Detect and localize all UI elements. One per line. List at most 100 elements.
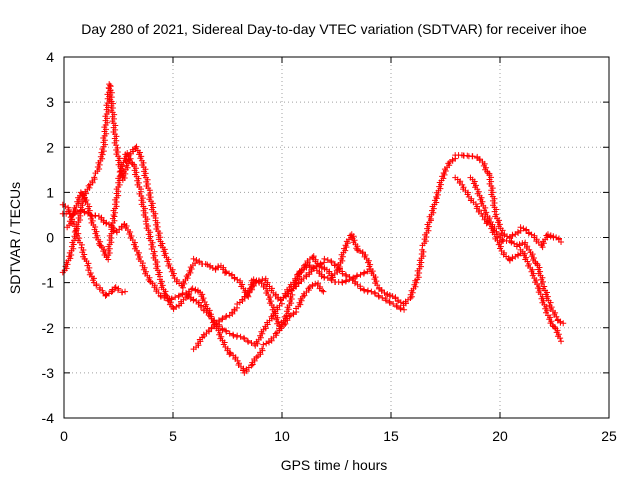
data-point: [313, 262, 320, 269]
data-point: [514, 251, 521, 258]
data-point: [483, 220, 490, 227]
data-point: [281, 322, 288, 329]
x-tick-label: 10: [274, 428, 290, 444]
data-point: [226, 351, 233, 358]
data-point: [482, 204, 489, 211]
data-point: [397, 299, 404, 306]
data-point: [328, 259, 335, 266]
data-point: [339, 279, 346, 286]
data-point: [234, 300, 241, 307]
data-point: [390, 301, 397, 308]
data-point: [305, 285, 312, 292]
data-point: [528, 231, 535, 238]
data-point: [449, 156, 456, 163]
series-E: [190, 255, 408, 353]
x-tick-label: 15: [383, 428, 399, 444]
data-point: [260, 341, 267, 348]
data-point: [190, 255, 197, 262]
data-point: [172, 294, 179, 301]
data-point: [309, 281, 316, 288]
data-point: [320, 288, 327, 295]
data-point: [223, 328, 230, 335]
data-point: [289, 291, 296, 298]
data-point: [179, 290, 186, 297]
data-point: [365, 287, 371, 294]
data-point: [62, 203, 69, 210]
data-point: [192, 260, 199, 267]
data-point: [361, 269, 368, 276]
data-point: [77, 207, 84, 214]
data-point: [91, 174, 98, 181]
data-point: [253, 354, 260, 361]
data-point: [245, 338, 252, 345]
data-point: [514, 228, 521, 235]
y-tick-label: -4: [42, 410, 55, 426]
data-point: [516, 241, 523, 248]
data-point: [290, 310, 297, 317]
data-point: [248, 362, 255, 369]
data-point: [469, 153, 476, 160]
data-point: [383, 297, 390, 304]
data-point: [357, 285, 364, 292]
data-point: [234, 276, 241, 283]
data-point: [231, 275, 238, 282]
series-A: [59, 81, 565, 332]
data-point: [550, 233, 557, 240]
data-point: [343, 272, 350, 279]
data-point: [354, 272, 361, 279]
data-point: [221, 269, 228, 276]
data-point: [357, 271, 364, 278]
x-tick-label: 5: [169, 428, 177, 444]
series-D: [64, 149, 327, 376]
data-point: [102, 292, 109, 299]
data-point: [547, 299, 554, 306]
data-point: [498, 238, 505, 245]
data-point: [511, 240, 518, 247]
data-point: [558, 239, 565, 246]
x-tick-label: 0: [60, 428, 68, 444]
data-point: [354, 246, 361, 253]
data-point: [324, 275, 331, 282]
y-tick-label: 3: [46, 94, 54, 110]
series-F: [452, 174, 565, 345]
data-point: [324, 256, 331, 263]
data-point: [259, 276, 266, 283]
data-point: [175, 292, 182, 299]
data-point: [96, 286, 103, 293]
data-point: [433, 195, 440, 202]
data-point: [219, 326, 226, 333]
data-point: [148, 245, 155, 252]
data-point: [92, 224, 99, 231]
data-point: [368, 288, 375, 295]
data-point: [182, 294, 189, 301]
y-tick-label: 0: [46, 230, 54, 246]
data-point: [157, 293, 164, 300]
data-point: [85, 267, 92, 274]
data-point: [237, 333, 244, 340]
data-point: [366, 266, 373, 273]
y-axis-label: SDTVAR / TECUs: [7, 182, 23, 294]
series-G: [467, 174, 567, 327]
y-tick-label: -3: [42, 365, 55, 381]
data-point: [226, 330, 233, 337]
data-point: [111, 285, 118, 292]
data-point: [92, 212, 99, 219]
data-point: [393, 303, 400, 310]
data-point: [317, 260, 324, 267]
data-point: [170, 304, 177, 311]
data-point: [379, 294, 386, 301]
data-point: [346, 273, 353, 280]
data-point: [259, 345, 266, 352]
axes: 0 5 10 15 20 25 -4 -3 -2 -1 0 1 2 3 4: [42, 49, 617, 444]
data-point: [557, 319, 564, 326]
data-point: [509, 254, 516, 261]
data-point: [306, 263, 313, 270]
x-axis-label: GPS time / hours: [281, 457, 388, 473]
data-point: [272, 330, 279, 337]
y-tick-label: 1: [46, 184, 54, 200]
data-point: [508, 239, 515, 246]
data-point: [397, 306, 404, 313]
data-point: [509, 231, 516, 238]
data-point: [499, 227, 506, 234]
data-point: [241, 335, 248, 342]
